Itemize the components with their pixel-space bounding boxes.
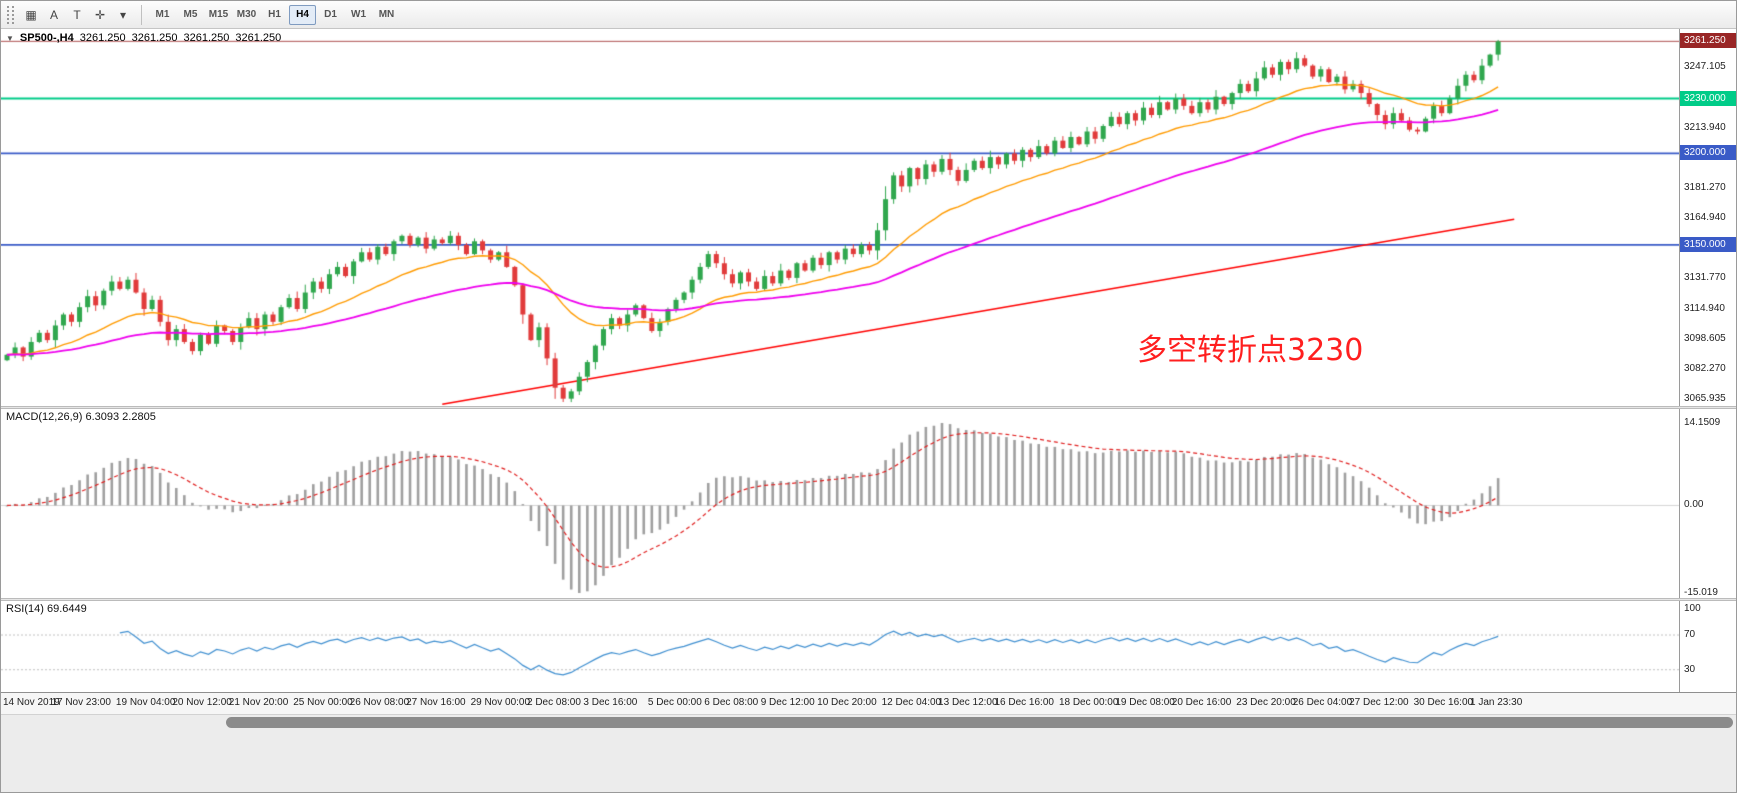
price-tick: 3131.770 <box>1684 272 1726 284</box>
rsi-tick: 70 <box>1684 629 1696 640</box>
time-tick: 16 Dec 16:00 <box>994 697 1054 708</box>
time-tick: 27 Dec 12:00 <box>1349 697 1409 708</box>
timeframe-h1-button[interactable]: H1 <box>268 9 281 20</box>
macd-indicator-label: MACD(12,26,9) 6.3093 2.2805 <box>6 411 156 423</box>
ohlc-close: 3261.250 <box>235 32 282 44</box>
timeframe-button-group: M1 M5 M15 M30 H1 H4 D1 W1 MN <box>149 4 400 25</box>
crosshair-tool-button[interactable]: ✛ <box>94 7 106 22</box>
price-chart-canvas[interactable] <box>1 29 1681 406</box>
macd-canvas[interactable] <box>1 409 1681 598</box>
time-tick: 13 Dec 12:00 <box>938 697 998 708</box>
ohlc-open: 3261.250 <box>79 32 126 44</box>
toolbar-separator <box>141 4 142 25</box>
macd-pane[interactable]: MACD(12,26,9) 6.3093 2.2805 14.1509 0.00 -… <box>1 409 1736 598</box>
time-tick: 9 Dec 12:00 <box>760 697 815 708</box>
rsi-tick: 100 <box>1684 603 1701 614</box>
price-badge: 3150.000 <box>1680 236 1736 252</box>
price-tick: 3213.940 <box>1684 121 1726 133</box>
time-tick: 26 Nov 08:00 <box>349 697 410 708</box>
symbol-name: SP500-,H4 <box>19 32 74 44</box>
price-tick: 3098.605 <box>1684 333 1726 344</box>
time-tick: 19 Dec 08:00 <box>1115 697 1175 708</box>
macd-axis: 14.1509 0.00 -15.019 <box>1679 409 1736 598</box>
time-tick: 1 Jan 23:30 <box>1470 697 1523 708</box>
chart-templates-button[interactable]: ▦ <box>25 7 37 22</box>
price-tick: 3181.270 <box>1684 181 1726 193</box>
rsi-canvas[interactable] <box>1 601 1681 692</box>
indicators-dropdown-button[interactable]: ▾ <box>119 7 127 22</box>
timeframe-d1-button[interactable]: D1 <box>324 9 337 20</box>
time-tick: 14 Nov 2019 <box>3 697 60 708</box>
rsi-axis: 100 70 30 <box>1679 601 1736 692</box>
timeframe-h4-button[interactable]: H4 <box>289 4 316 25</box>
timeframe-m30-button[interactable]: M30 <box>236 9 257 20</box>
ohlc-high: 3261.250 <box>131 32 178 44</box>
price-tick: 3247.105 <box>1684 61 1726 73</box>
time-tick: 12 Dec 04:00 <box>881 697 942 708</box>
price-tick: 3082.270 <box>1684 362 1726 374</box>
time-tick: 20 Dec 16:00 <box>1171 697 1232 708</box>
time-tick: 25 Nov 00:00 <box>293 697 353 708</box>
macd-tick: 14.1509 <box>1684 417 1721 428</box>
time-tick: 27 Nov 16:00 <box>406 697 466 708</box>
collapse-chart-icon[interactable]: ▼ <box>6 33 14 43</box>
rsi-pane[interactable]: RSI(14) 69.6449 100 70 30 <box>1 601 1736 692</box>
price-tick: 3114.940 <box>1684 303 1725 315</box>
time-tick: 30 Dec 16:00 <box>1413 697 1474 708</box>
rsi-tick: 30 <box>1684 663 1696 675</box>
time-tick: 19 Nov 04:00 <box>115 697 176 708</box>
time-tick: 10 Dec 20:00 <box>817 697 877 708</box>
price-axis[interactable]: 3247.1053230.7703213.9403197.6053181.270… <box>1679 29 1736 406</box>
toolbar: ▦ A T ✛ ▾ M1 M5 M15 M30 H1 H4 D1 W1 MN <box>1 1 1736 29</box>
symbol-header: ▼ SP500-,H4 3261.250 3261.250 3261.250 3… <box>6 32 281 44</box>
timeframe-w1-button[interactable]: W1 <box>351 9 366 20</box>
pane-splitter-1[interactable] <box>1 406 1736 409</box>
price-badge: 3200.000 <box>1680 145 1736 161</box>
timeframe-m1-button[interactable]: M1 <box>155 9 170 20</box>
time-axis[interactable]: 14 Nov 2019 17 Nov 23:00 19 Nov 04:00 20 No… <box>1 692 1736 714</box>
price-chart-pane[interactable]: ▼ SP500-,H4 3261.250 3261.250 3261.250 3… <box>1 29 1736 406</box>
rsi-indicator-label: RSI(14) 69.6449 <box>6 603 87 615</box>
arrow-tool-button[interactable]: A <box>49 7 58 22</box>
timeframe-m15-button[interactable]: M15 <box>208 9 229 20</box>
time-tick: 17 Nov 23:00 <box>51 697 111 708</box>
window-background <box>1 729 1736 792</box>
annotation-text[interactable]: 多空转折点3230 <box>1137 333 1364 368</box>
time-tick: 2 Dec 08:00 <box>526 697 581 708</box>
time-tick: 20 Nov 12:00 <box>172 697 232 708</box>
time-tick: 5 Dec 00:00 <box>647 697 702 708</box>
text-tool-button[interactable]: T <box>73 7 81 22</box>
price-badge: 3261.250 <box>1680 33 1736 49</box>
time-tick: 29 Nov 00:00 <box>470 697 531 708</box>
time-tick: 21 Nov 20:00 <box>228 697 289 708</box>
time-tick: 18 Dec 00:00 <box>1058 697 1119 708</box>
tool-button-group: ▦ A T ✛ ▾ <box>20 4 134 26</box>
timeframe-m5-button[interactable]: M5 <box>183 9 198 20</box>
time-tick: 23 Dec 20:00 <box>1236 697 1296 708</box>
macd-tick: 0.00 <box>1684 499 1704 511</box>
ohlc-low: 3261.250 <box>183 32 230 44</box>
macd-tick: -15.019 <box>1684 587 1718 598</box>
time-tick: 26 Dec 04:00 <box>1292 697 1353 708</box>
time-tick: 3 Dec 16:00 <box>583 697 638 708</box>
toolbar-grip[interactable] <box>7 5 14 24</box>
timeframe-mn-button[interactable]: MN <box>378 9 395 20</box>
price-tick: 3065.935 <box>1684 392 1726 404</box>
scrollbar-thumb[interactable] <box>226 717 1733 728</box>
price-badge: 3230.000 <box>1680 90 1736 106</box>
pane-splitter-2[interactable] <box>1 598 1736 601</box>
price-tick: 3164.940 <box>1684 211 1726 223</box>
time-tick: 6 Dec 08:00 <box>704 697 759 708</box>
horizontal-scrollbar <box>1 714 1736 729</box>
